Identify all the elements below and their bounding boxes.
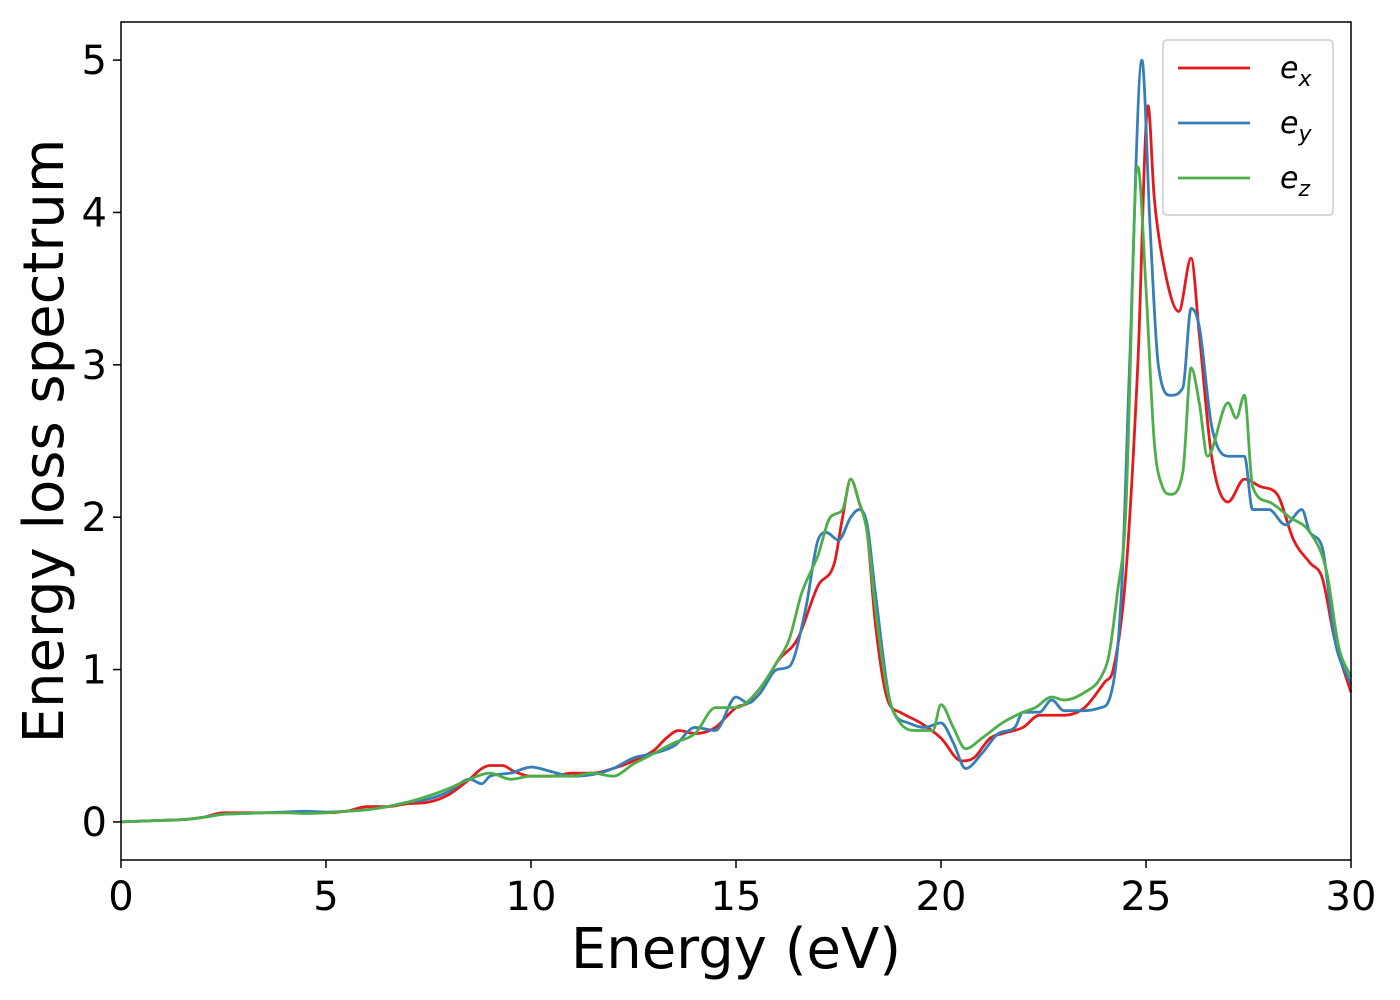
x-tick-label: 15 [711,874,762,920]
x-axis: 0 5 10 15 20 25 30 [108,860,1376,920]
x-tick-label: 25 [1121,874,1172,920]
legend-label: ez [1280,161,1310,202]
y-axis-label: Energy loss spectrum [12,139,77,744]
legend-label: ex [1280,51,1312,92]
x-axis-label: Energy (eV) [571,917,901,982]
legend: ex ey ez [1162,39,1334,216]
y-tick-label: 3 [82,343,107,389]
x-tick-label: 0 [108,874,133,920]
x-tick-label: 10 [506,874,557,920]
y-axis: 0 1 2 3 4 5 [82,38,121,846]
x-tick-label: 20 [916,874,967,920]
series-line-e-x [120,104,1353,824]
legend-box [1162,39,1334,216]
x-tick-label: 5 [313,874,338,920]
y-tick-label: 1 [82,648,107,694]
series-line-e-z [120,165,1353,824]
y-tick-label: 0 [82,800,107,846]
legend-label: ey [1280,106,1312,147]
y-tick-label: 4 [82,190,107,236]
x-tick-label: 30 [1326,874,1377,920]
y-tick-label: 2 [82,495,107,541]
plot-lines [120,58,1353,824]
y-tick-label: 5 [82,38,107,84]
